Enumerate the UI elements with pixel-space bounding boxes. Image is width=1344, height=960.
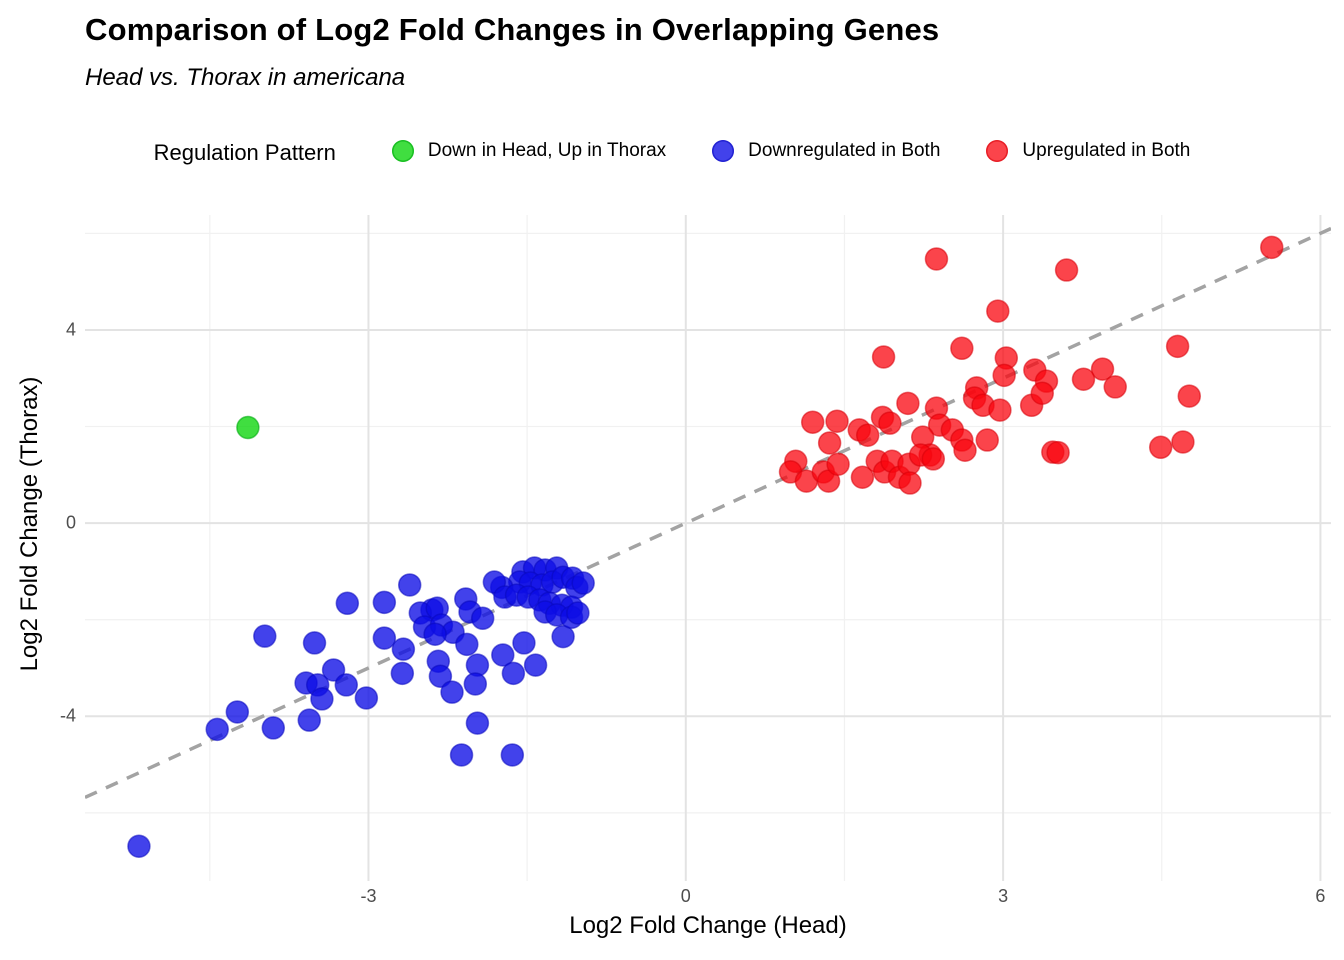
x-tick-label: 6 [1315, 886, 1326, 906]
chart-subtitle: Head vs. Thorax in americana [85, 64, 406, 91]
data-point [986, 299, 1010, 323]
data-point [924, 247, 949, 271]
data-point [817, 431, 842, 455]
data-point [850, 465, 875, 489]
data-point [826, 452, 850, 476]
legend-key-dot-green [391, 139, 414, 162]
legend-key-dot-red [986, 139, 1009, 162]
data-point [1030, 381, 1054, 405]
data-point [953, 438, 977, 462]
data-point [205, 717, 229, 742]
data-point [440, 680, 464, 704]
data-point [950, 336, 974, 361]
data-point [297, 708, 321, 732]
data-point [1054, 258, 1079, 282]
legend-items: Down in Head, Up in Thorax Downregulated … [346, 139, 1191, 167]
data-point [992, 363, 1016, 388]
data-point [1177, 384, 1202, 408]
data-point [310, 687, 334, 711]
legend-item-label: Upregulated in Both [1022, 139, 1191, 161]
data-point [335, 591, 360, 616]
data-point [571, 571, 595, 595]
legend-item-label: Downregulated in Both [748, 139, 941, 161]
y-tick-label: -4 [59, 705, 76, 726]
x-tick-label: -3 [360, 886, 377, 906]
data-point [551, 624, 575, 649]
data-point [491, 643, 515, 667]
x-axis-tick-labels: -3 0 3 6 [85, 886, 1331, 908]
data-point [871, 345, 896, 369]
data-point [390, 661, 415, 686]
data-point [921, 447, 946, 471]
data-point [354, 686, 379, 710]
data-point [512, 631, 536, 655]
data-point [372, 626, 397, 650]
data-point [1046, 440, 1070, 465]
data-point [302, 631, 327, 655]
data-point [855, 423, 880, 447]
data-point [428, 664, 453, 688]
legend-key-dot-blue [712, 139, 735, 162]
x-tick-label: 0 [680, 886, 691, 906]
data-point [566, 601, 590, 625]
data-point [334, 673, 359, 697]
data-point [261, 716, 286, 740]
data-point [391, 637, 416, 661]
data-point [825, 409, 849, 433]
data-point [423, 622, 447, 646]
legend-item-blue: Downregulated in Both [712, 139, 941, 162]
data-point [470, 606, 495, 631]
data-point [1071, 367, 1096, 391]
data-point [449, 743, 474, 767]
legend-item-red: Upregulated in Both [986, 139, 1191, 162]
chart-title: Comparison of Log2 Fold Changes in Overl… [85, 12, 940, 47]
data-point [523, 653, 548, 677]
data-point [465, 711, 490, 735]
data-point [1171, 430, 1195, 454]
data-point [800, 410, 825, 434]
data-point [236, 415, 260, 440]
data-point [127, 834, 151, 858]
data-point [455, 632, 479, 657]
data-point [321, 658, 346, 682]
legend: Regulation Pattern Down in Head, Up in T… [0, 132, 1344, 174]
x-tick-label: 3 [998, 886, 1009, 906]
data-point [372, 590, 397, 615]
y-tick-label: 4 [65, 319, 76, 340]
data-point [1260, 235, 1284, 260]
y-axis-tick-labels: -4 0 4 [0, 215, 76, 881]
plot-panel [84, 215, 1332, 881]
data-point [225, 700, 250, 724]
data-point [397, 573, 422, 597]
data-point [1148, 435, 1173, 460]
data-point [500, 743, 525, 767]
identity-reference-line [84, 226, 1332, 800]
scatter-plot [84, 215, 1332, 881]
data-point [1090, 357, 1115, 381]
data-point [253, 624, 277, 648]
data-point [896, 391, 920, 416]
data-point [975, 428, 999, 452]
y-tick-label: 0 [65, 512, 76, 533]
data-point [898, 471, 922, 495]
legend-item-green: Down in Head, Up in Thorax [391, 139, 667, 162]
data-point [988, 398, 1012, 422]
x-axis-title: Log2 Fold Change (Head) [569, 912, 847, 939]
data-point [1103, 375, 1127, 399]
data-point [878, 411, 902, 435]
data-point [1165, 334, 1190, 359]
legend-title: Regulation Pattern [153, 140, 336, 165]
data-point [501, 661, 526, 686]
data-point [463, 672, 488, 696]
legend-item-label: Down in Head, Up in Thorax [427, 139, 667, 161]
